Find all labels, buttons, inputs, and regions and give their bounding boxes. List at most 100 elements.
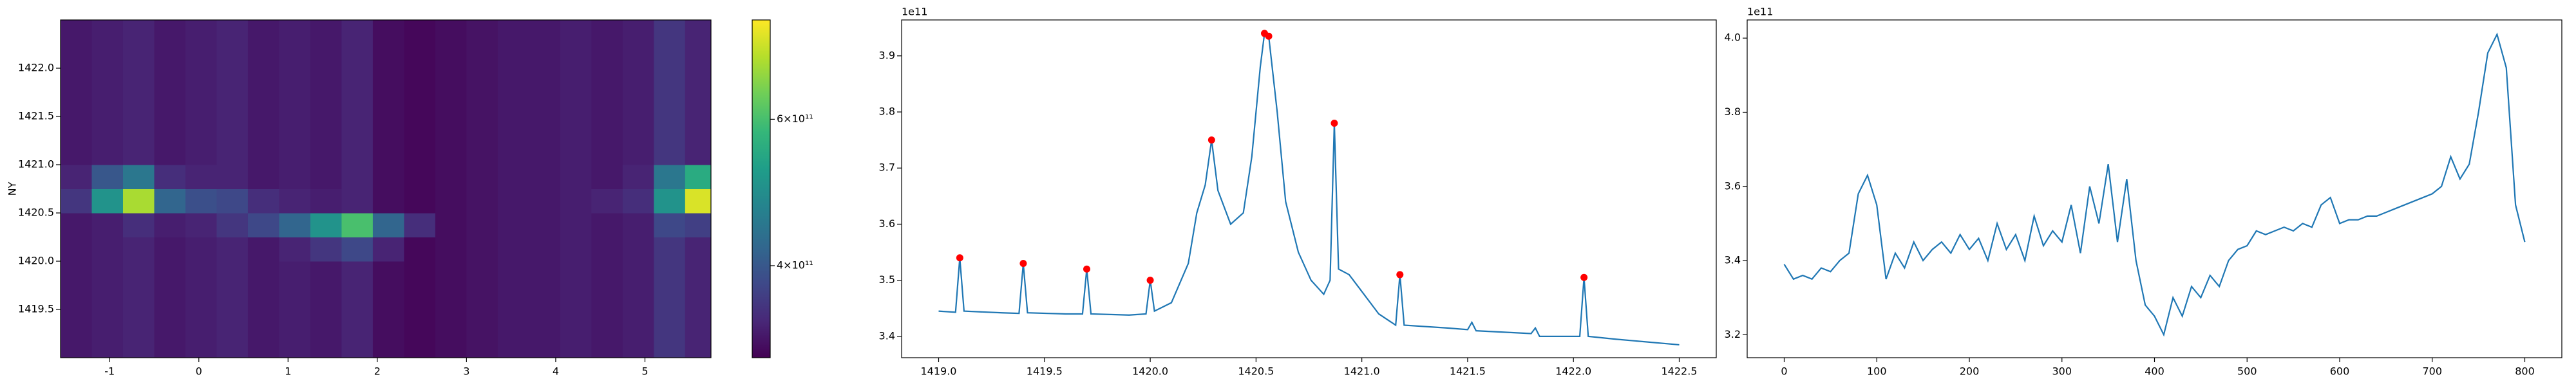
heatmap-cell <box>247 237 279 262</box>
heatmap-cell <box>61 237 92 262</box>
heatmap-cell <box>154 116 186 141</box>
heatmap-cell <box>185 165 217 189</box>
heatmap-cell <box>185 116 217 141</box>
heatmap-cell <box>91 237 124 262</box>
heatmap-cell <box>654 188 686 214</box>
heatmap-cell <box>685 68 712 93</box>
y-tick-label: 3.4 <box>879 329 895 342</box>
heatmap-cell <box>622 285 654 310</box>
heatmap-cell <box>216 213 249 237</box>
heatmap-cell <box>529 44 561 69</box>
y-tick-label: 3.2 <box>1725 328 1741 340</box>
heatmap-cell <box>529 285 561 310</box>
peak-marker <box>1083 265 1090 273</box>
heatmap-cell <box>404 20 436 44</box>
heatmap-cell <box>497 261 529 286</box>
x-tick-label: 0 <box>196 365 202 378</box>
x-tick-label: 700 <box>2422 365 2442 378</box>
heatmap-cell <box>560 165 592 189</box>
peak-marker <box>1331 119 1338 127</box>
y-tick-label: 1420.5 <box>18 207 54 219</box>
heatmap-cell <box>529 333 561 358</box>
heatmap-cell <box>497 333 529 358</box>
heatmap-cell <box>435 44 467 69</box>
heatmap-cell <box>435 140 467 165</box>
heatmap-cell <box>341 92 374 117</box>
heatmap-cell <box>466 68 498 93</box>
y-tick-label: 3.6 <box>879 217 895 230</box>
heatmap-cell <box>685 188 712 214</box>
heatmap-cell <box>310 68 342 93</box>
heatmap-cell <box>154 237 186 262</box>
heatmap-cell <box>654 333 686 358</box>
x-tick-label: 5 <box>641 365 648 378</box>
heatmap-cell <box>591 188 623 214</box>
heatmap-cell <box>591 213 623 237</box>
heatmap-cell <box>685 237 712 262</box>
heatmap-cell <box>466 116 498 141</box>
heatmap-cell <box>91 309 124 334</box>
heatmap-cell <box>61 188 92 214</box>
heatmap-cell <box>372 285 404 310</box>
heatmap-cell <box>154 213 186 237</box>
heatmap-cell <box>91 165 124 189</box>
heatmap-cell <box>654 213 686 237</box>
heatmap-cell <box>185 44 217 69</box>
heatmap-cell <box>622 237 654 262</box>
heatmap-cell <box>404 44 436 69</box>
x-tick-label: 100 <box>1867 365 1887 378</box>
heatmap-cell <box>310 92 342 117</box>
colorbar-tick-label: 4×10¹¹ <box>777 259 813 271</box>
heatmap-cell <box>466 261 498 286</box>
heatmap-cell <box>591 20 623 44</box>
heatmap-cell <box>466 92 498 117</box>
heatmap-cell <box>154 165 186 189</box>
heatmap-cell <box>61 213 92 237</box>
offset-text: 1e11 <box>902 6 927 18</box>
y-tick-label: 3.7 <box>879 161 895 174</box>
heatmap-cell <box>622 20 654 44</box>
heatmap-cell <box>91 92 124 117</box>
heatmap-cell <box>529 261 561 286</box>
heatmap-cell <box>185 309 217 334</box>
heatmap-cell <box>591 44 623 69</box>
heatmap-cell <box>497 237 529 262</box>
heatmap-cell <box>497 140 529 165</box>
heatmap-cell <box>61 309 92 334</box>
heatmap-cell <box>122 116 155 141</box>
heatmap-cell <box>279 92 311 117</box>
heatmap-cell <box>341 44 374 69</box>
y-tick-label: 4.0 <box>1725 32 1741 44</box>
heatmap-cell <box>404 165 436 189</box>
heatmap-cell <box>654 20 686 44</box>
heatmap-cell <box>622 333 654 358</box>
heatmap-cell <box>61 116 92 141</box>
heatmap-cell <box>341 116 374 141</box>
axes-frame <box>901 19 1717 358</box>
peak-marker <box>1019 259 1027 267</box>
heatmap-cell <box>372 261 404 286</box>
heatmap-cell <box>435 68 467 93</box>
heatmap-cell <box>310 333 342 358</box>
heatmap-cell <box>310 140 342 165</box>
line <box>938 32 1680 346</box>
heatmap-cell <box>685 285 712 310</box>
heatmap-cell <box>622 44 654 69</box>
heatmap-cell <box>404 285 436 310</box>
heatmap-cell <box>654 309 686 334</box>
heatmap-cell <box>372 188 404 214</box>
heatmap-cell <box>154 188 186 214</box>
heatmap-cell <box>591 165 623 189</box>
heatmap-cell <box>154 333 186 358</box>
heatmap-cell <box>216 188 249 214</box>
heatmap-cell <box>247 68 279 93</box>
heatmap-cell <box>654 44 686 69</box>
heatmap-cell <box>341 237 374 262</box>
heatmap-cell <box>279 309 311 334</box>
x-tick-label: 1419.5 <box>1027 365 1063 378</box>
heatmap-cell <box>591 140 623 165</box>
heatmap-cell <box>185 333 217 358</box>
heatmap-cell <box>685 140 712 165</box>
heatmap-cell <box>435 188 467 214</box>
y-tick-label: 3.8 <box>1725 106 1741 118</box>
